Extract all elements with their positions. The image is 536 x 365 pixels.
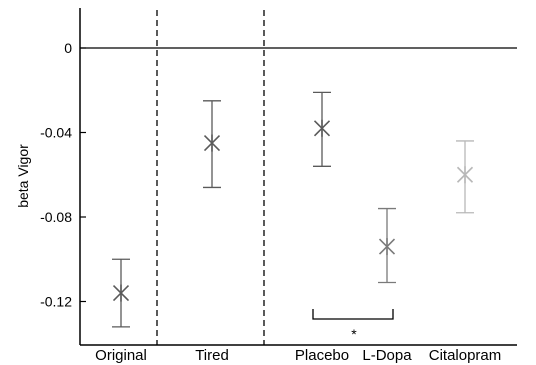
data-point-group	[203, 100, 221, 189]
significance-label: *	[351, 326, 357, 342]
significance-bracket: *	[312, 309, 394, 342]
group-separators	[156, 10, 265, 345]
x-tick-label: Citalopram	[429, 347, 502, 364]
x-tick-label: Original	[95, 347, 147, 364]
data-point-group	[456, 140, 474, 214]
x-tick-label: Tired	[195, 347, 229, 364]
x-tick-label: L-Dopa	[362, 347, 412, 364]
marker-stroke	[456, 166, 474, 183]
y-axis-title: beta Vigor	[15, 144, 31, 208]
y-ticks: 0 -0.04 -0.08 -0.12	[40, 40, 86, 310]
marker-stroke	[112, 284, 130, 302]
data-marks	[112, 91, 474, 328]
data-point-marker	[313, 119, 331, 137]
significance-line	[312, 309, 394, 320]
data-point-marker	[112, 284, 130, 302]
data-point-marker	[378, 238, 396, 256]
data-point-marker	[456, 166, 474, 184]
x-tick-labels: Original Tired Placebo L-Dopa Citalopram	[95, 347, 501, 364]
data-point-group	[112, 258, 130, 328]
y-tick-label: -0.04	[40, 125, 72, 141]
marker-stroke	[313, 120, 331, 137]
data-point-group	[378, 207, 396, 284]
data-point-marker	[203, 134, 221, 152]
data-point-group	[313, 91, 331, 167]
y-tick-label: 0	[64, 40, 72, 56]
y-tick-label: -0.12	[40, 294, 72, 310]
x-tick-label: Placebo	[295, 347, 349, 364]
y-tick-label: -0.08	[40, 209, 72, 225]
marker-stroke	[203, 134, 221, 152]
marker-stroke	[378, 238, 396, 255]
plot-area: 0 -0.04 -0.08 -0.12 * Original Tired Placebo L…	[15, 8, 517, 364]
